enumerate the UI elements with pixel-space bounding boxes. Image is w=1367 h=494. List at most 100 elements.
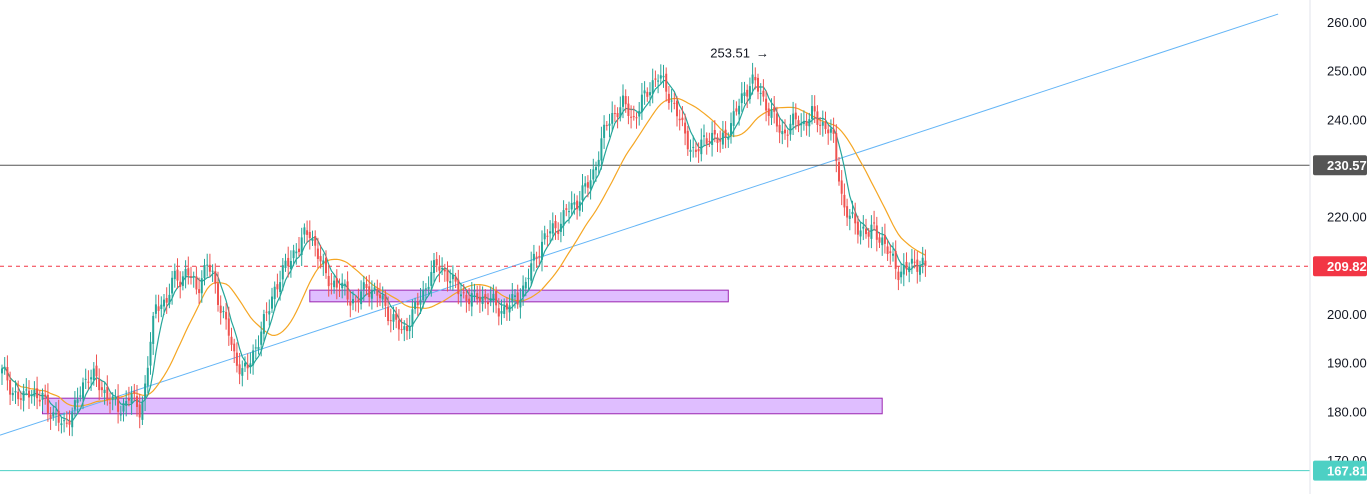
candle-body (443, 269, 446, 272)
candle-body (489, 298, 492, 302)
candle (667, 86, 670, 110)
candle (246, 353, 249, 380)
candle-body (786, 134, 789, 136)
candle (457, 269, 460, 305)
candle-body (195, 276, 198, 290)
candle-body (924, 260, 927, 267)
candle (419, 288, 422, 314)
candle (913, 250, 916, 269)
candle-body (487, 302, 489, 305)
candle-body (41, 392, 44, 400)
candle (657, 74, 660, 94)
candle (762, 79, 765, 102)
candle-body (19, 398, 22, 400)
candle-body (271, 296, 273, 309)
candle-body (360, 291, 363, 305)
candle-body (284, 260, 287, 268)
candle (254, 339, 257, 360)
candle (619, 96, 622, 122)
candle-body (603, 124, 606, 138)
candle (711, 121, 714, 157)
candle (908, 262, 911, 283)
candle-body (624, 96, 627, 105)
candle (424, 283, 427, 301)
candle-body (60, 423, 63, 426)
candle (624, 89, 627, 113)
candle (862, 215, 865, 241)
candle-body (141, 401, 144, 420)
candle (165, 287, 168, 314)
candle (659, 64, 662, 85)
candle-body (403, 326, 406, 330)
candle-body (427, 286, 430, 290)
candle (546, 229, 549, 247)
candle-body (657, 80, 660, 82)
candle (748, 77, 751, 104)
candle-body (703, 135, 705, 137)
candle (719, 130, 722, 153)
candle (395, 306, 398, 329)
candle-body (848, 215, 851, 219)
candle (262, 309, 265, 342)
candle (22, 383, 25, 412)
candle-body (241, 368, 244, 376)
candle-body (811, 106, 813, 119)
candle (443, 263, 446, 282)
candle (295, 243, 298, 265)
candle (397, 309, 400, 341)
candle-body (449, 280, 452, 284)
candle-body (697, 149, 700, 152)
support-badge: 167.81 (1313, 460, 1367, 481)
candle (90, 369, 93, 391)
candle (82, 377, 84, 410)
candle-body (546, 235, 549, 237)
candle (190, 266, 192, 285)
candle (692, 135, 695, 158)
candle-body (605, 125, 608, 127)
candle-body (541, 241, 543, 260)
candle-body (576, 200, 579, 210)
candle-body (181, 276, 184, 286)
candle-body (705, 138, 708, 144)
candle-body (581, 185, 584, 201)
candle (767, 102, 770, 126)
candle (851, 200, 854, 219)
candle (100, 381, 103, 397)
candle (838, 157, 840, 186)
candle-body (268, 311, 271, 315)
candle-body (338, 290, 341, 292)
candle (6, 355, 9, 391)
y-axis[interactable]: 170.00180.00190.00200.00210.00220.00230.… (1309, 0, 1367, 494)
candle (902, 253, 905, 287)
candle (73, 391, 76, 418)
candle-body (921, 257, 924, 264)
candle (686, 125, 689, 156)
candle-body (838, 162, 840, 182)
candle-body (511, 294, 514, 303)
candle-body (408, 326, 411, 332)
candle-body (311, 238, 314, 241)
candle-body (875, 225, 878, 240)
candle (14, 380, 17, 405)
candle (76, 387, 79, 415)
candle-body (370, 290, 373, 299)
candle-body (354, 301, 357, 303)
candle-body (711, 132, 714, 145)
candle-body (117, 395, 120, 412)
candle-body (784, 129, 786, 134)
candle-body (757, 77, 759, 92)
candle-body (287, 257, 290, 267)
candle (819, 116, 822, 135)
candle (333, 275, 336, 294)
candle (235, 342, 238, 373)
slow-moving-average (1, 97, 926, 407)
candle (724, 121, 727, 149)
candle (878, 231, 881, 248)
candle-body (163, 299, 165, 307)
candle-body (794, 112, 797, 120)
candle (576, 195, 579, 220)
y-tick-label: 260.00 (1327, 15, 1367, 30)
candle (773, 96, 776, 124)
